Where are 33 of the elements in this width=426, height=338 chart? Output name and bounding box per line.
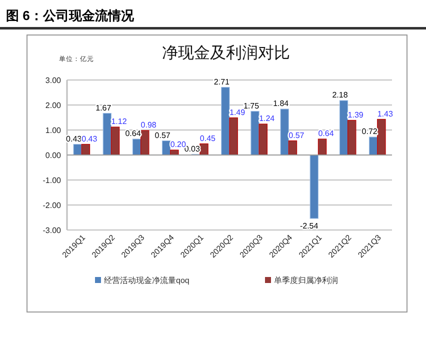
data-label: 0.64 [318, 129, 334, 138]
y-tick-label: 1.00 [45, 126, 62, 135]
data-label: 1.43 [377, 109, 394, 118]
y-tick-label: 3.00 [45, 76, 62, 85]
data-label: 0.20 [170, 140, 186, 149]
legend-label: 经营活动现金净流量qoq [104, 276, 190, 285]
data-label: 0.57 [154, 130, 171, 140]
data-label: 0.98 [140, 120, 157, 130]
data-label: -2.54 [300, 222, 319, 230]
data-label: 0.43 [82, 134, 98, 144]
data-label: 1.49 [230, 108, 246, 117]
data-label: 1.67 [96, 103, 112, 112]
data-label: 0.57 [288, 130, 305, 140]
y-tick-label: 2.00 [45, 101, 62, 110]
data-label: 1.24 [259, 114, 276, 123]
data-label: 0.64 [125, 129, 142, 138]
data-label: 1.39 [348, 110, 364, 120]
legend-label: 单季度归属净利润 [274, 276, 338, 285]
data-label: 0.43 [66, 134, 82, 144]
data-label: 2.71 [214, 77, 230, 86]
caption: 图 6：公司现金流情况 [6, 8, 135, 23]
y-tick-label: -3.00 [42, 226, 62, 235]
data-label: 0.03 [184, 144, 200, 154]
y-tick-label: 0.00 [45, 151, 62, 160]
data-label: 2.18 [332, 90, 348, 100]
data-label: 1.75 [243, 101, 260, 110]
y-tick-label: -2.00 [42, 201, 62, 210]
y-tick-label: -1.00 [42, 176, 62, 185]
data-label: 0.45 [200, 134, 216, 143]
data-label: 0.72 [362, 127, 378, 136]
data-label: 1.12 [111, 117, 128, 126]
data-label: 1.84 [273, 99, 290, 108]
chart-title: 净现金及利润对比 [162, 44, 290, 62]
